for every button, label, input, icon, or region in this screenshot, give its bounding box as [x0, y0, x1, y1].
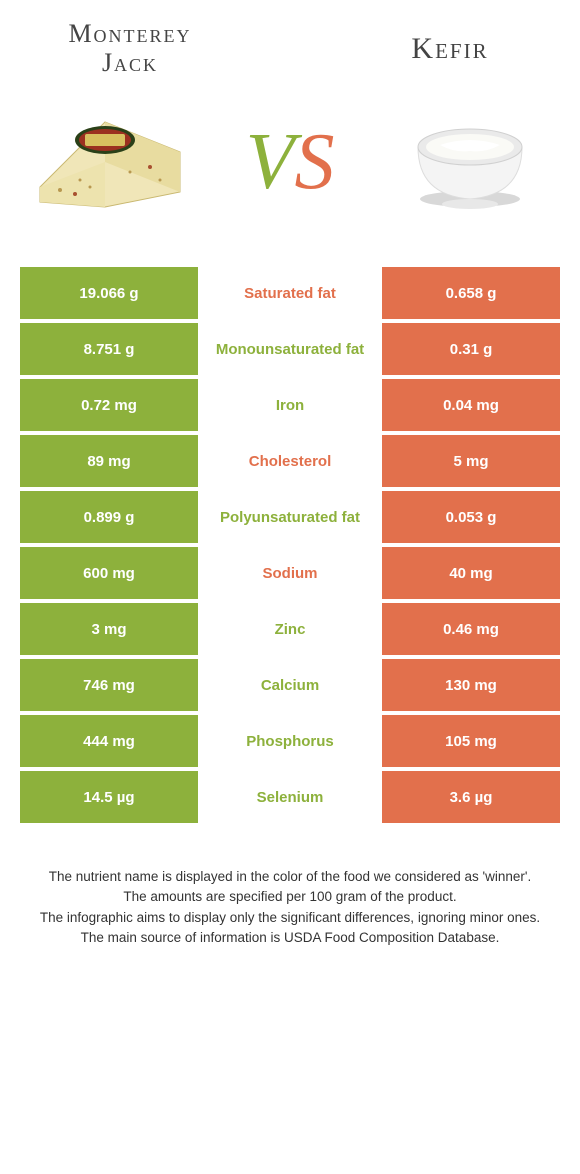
right-value: 3.6 µg [382, 771, 560, 823]
footer-line: The main source of information is USDA F… [30, 928, 550, 948]
nutrient-label: Saturated fat [198, 267, 382, 319]
right-value: 0.46 mg [382, 603, 560, 655]
nutrient-label: Cholesterol [198, 435, 382, 487]
left-value: 3 mg [20, 603, 198, 655]
images-row: VS [0, 87, 580, 267]
right-value: 0.658 g [382, 267, 560, 319]
table-row: 14.5 µgSelenium3.6 µg [20, 771, 560, 823]
right-value: 40 mg [382, 547, 560, 599]
header: Monterey Jack Kefir [0, 0, 580, 87]
table-row: 444 mgPhosphorus105 mg [20, 715, 560, 767]
right-value: 0.31 g [382, 323, 560, 375]
left-value: 600 mg [20, 547, 198, 599]
table-row: 746 mgCalcium130 mg [20, 659, 560, 711]
nutrient-label: Calcium [198, 659, 382, 711]
cheese-image [30, 92, 190, 232]
left-value: 0.899 g [20, 491, 198, 543]
table-row: 8.751 gMonounsaturated fat0.31 g [20, 323, 560, 375]
left-food-title: Monterey Jack [40, 20, 220, 77]
vs-v: V [246, 117, 295, 208]
footer-notes: The nutrient name is displayed in the co… [0, 827, 580, 948]
right-food-title: Kefir [360, 32, 540, 66]
nutrient-label: Monounsaturated fat [198, 323, 382, 375]
comparison-table: 19.066 gSaturated fat0.658 g8.751 gMonou… [0, 267, 580, 823]
left-value: 14.5 µg [20, 771, 198, 823]
left-value: 746 mg [20, 659, 198, 711]
footer-line: The nutrient name is displayed in the co… [30, 867, 550, 887]
vs-s: S [294, 117, 334, 208]
footer-line: The amounts are specified per 100 gram o… [30, 887, 550, 907]
table-row: 3 mgZinc0.46 mg [20, 603, 560, 655]
nutrient-label: Selenium [198, 771, 382, 823]
table-row: 0.72 mgIron0.04 mg [20, 379, 560, 431]
right-value: 0.053 g [382, 491, 560, 543]
nutrient-label: Polyunsaturated fat [198, 491, 382, 543]
table-row: 600 mgSodium40 mg [20, 547, 560, 599]
nutrient-label: Iron [198, 379, 382, 431]
kefir-image [390, 92, 550, 232]
left-value: 444 mg [20, 715, 198, 767]
nutrient-label: Sodium [198, 547, 382, 599]
vs-label: VS [246, 117, 335, 208]
right-value: 130 mg [382, 659, 560, 711]
right-value: 0.04 mg [382, 379, 560, 431]
left-value: 89 mg [20, 435, 198, 487]
left-value: 0.72 mg [20, 379, 198, 431]
table-row: 19.066 gSaturated fat0.658 g [20, 267, 560, 319]
table-row: 0.899 gPolyunsaturated fat0.053 g [20, 491, 560, 543]
right-value: 5 mg [382, 435, 560, 487]
left-value: 19.066 g [20, 267, 198, 319]
footer-line: The infographic aims to display only the… [30, 908, 550, 928]
nutrient-label: Zinc [198, 603, 382, 655]
left-value: 8.751 g [20, 323, 198, 375]
nutrient-label: Phosphorus [198, 715, 382, 767]
right-value: 105 mg [382, 715, 560, 767]
table-row: 89 mgCholesterol5 mg [20, 435, 560, 487]
